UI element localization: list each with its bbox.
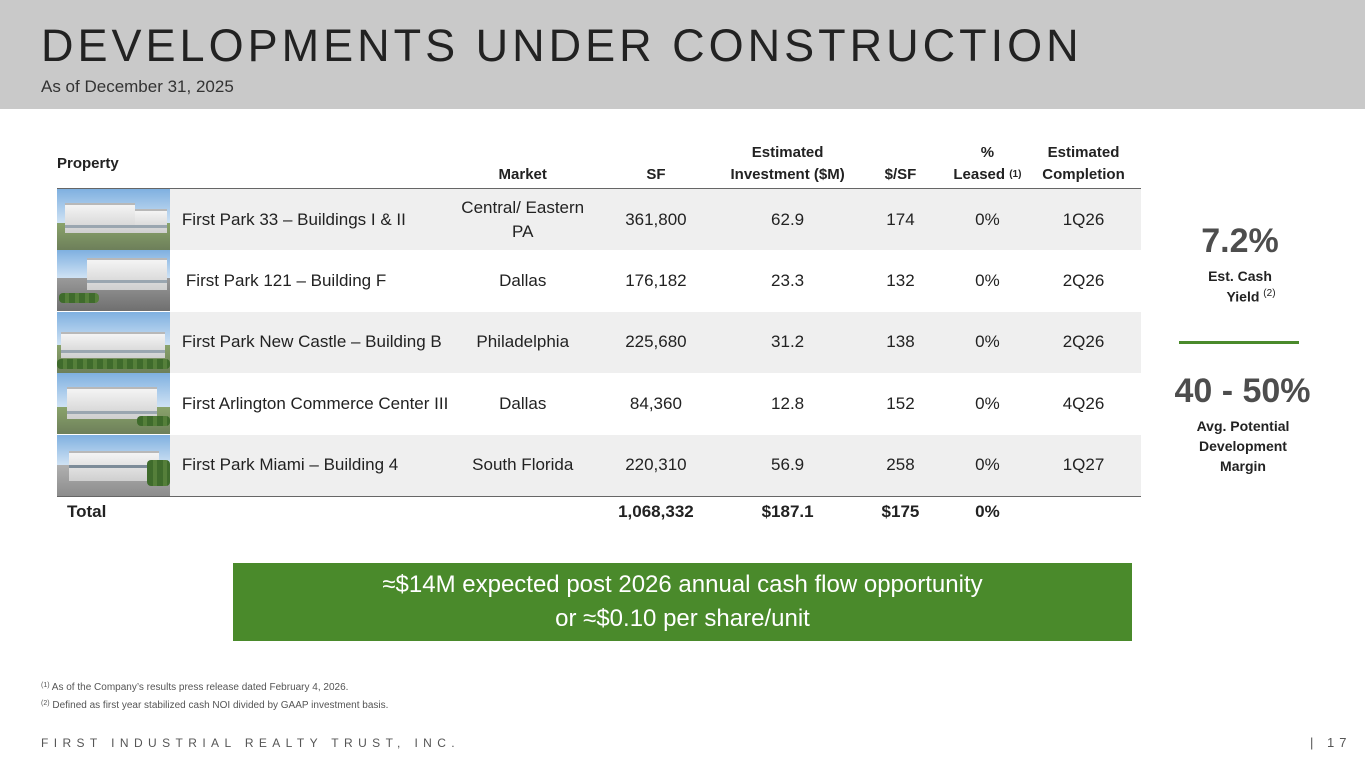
total-investment: $187.1 [723, 496, 853, 528]
per-sf-cell: 138 [852, 311, 949, 373]
page-number: | 17 [1310, 735, 1352, 750]
header-market: Market [456, 142, 589, 189]
completion-cell: 1Q26 [1026, 188, 1141, 250]
total-completion [1026, 496, 1141, 528]
total-row: Total 1,068,332 $187.1 $175 0% [57, 496, 1141, 528]
margin-label-line3: Margin [1220, 458, 1266, 474]
header-leased: % Leased (1) [948, 142, 1027, 189]
property-photo [57, 311, 172, 373]
header-investment: Estimated Investment ($M) [723, 142, 853, 189]
margin-label-line1: Avg. Potential [1196, 418, 1290, 434]
leased-cell: 0% [975, 393, 1000, 413]
page-subtitle: As of December 31, 2025 [41, 77, 234, 96]
investment-cell: 31.2 [723, 311, 853, 373]
table-row: First Park New Castle – Building B Phila… [57, 311, 1141, 373]
completion-cell: 2Q26 [1026, 311, 1141, 373]
market-cell: Dallas [499, 270, 547, 290]
leased-cell: 0% [975, 270, 1000, 290]
property-photo [57, 250, 172, 312]
investment-cell: 23.3 [771, 270, 805, 290]
leased-cell: 0% [948, 188, 1027, 250]
investment-cell: 12.8 [771, 393, 805, 413]
margin-value: 40 - 50% [1174, 372, 1311, 410]
property-name: First Park 33 – Buildings I & II [171, 188, 457, 250]
table-row: First Arlington Commerce Center III Dall… [57, 373, 1141, 435]
table-row: First Park 33 – Buildings I & II Central… [57, 188, 1141, 250]
yield-value: 7.2% [1201, 222, 1279, 260]
sf-cell: 361,800 [588, 188, 724, 250]
metric-divider [1179, 341, 1299, 344]
header-leased-line1: % [980, 144, 995, 161]
title-bar: DEVELOPMENTS UNDER CONSTRUCTION As of De… [0, 0, 1365, 109]
footnote-2-text: Defined as first year stabilized cash NO… [52, 700, 389, 711]
page-title: DEVELOPMENTS UNDER CONSTRUCTION [41, 20, 1083, 71]
header-completion-line2: Completion [1042, 166, 1125, 183]
table-row: First Park Miami – Building 4 South Flor… [57, 434, 1141, 497]
per-sf-cell: 152 [886, 393, 915, 413]
footnote-2-marker: (2) [41, 700, 50, 707]
cash-flow-banner: ≈$14M expected post 2026 annual cash flo… [233, 563, 1132, 641]
header-investment-line2: Investment ($M) [730, 166, 845, 183]
banner-line1: ≈$14M expected post 2026 annual cash flo… [382, 571, 983, 598]
market-cell: Philadelphia [456, 311, 589, 373]
footnote-2: (2) Defined as first year stabilized cas… [41, 696, 388, 714]
table-header-row: Property Market SF Estimated Investment … [57, 142, 1141, 189]
yield-footnote: (2) [1263, 288, 1276, 299]
leased-cell: 0% [948, 434, 1027, 497]
completion-cell: 1Q27 [1026, 434, 1141, 497]
yield-label: Est. Cash Yield (2) [1180, 268, 1300, 306]
investment-cell: 56.9 [723, 434, 853, 497]
footnotes: (1) As of the Company’s results press re… [41, 678, 388, 714]
market-cell: South Florida [456, 434, 589, 497]
market-cell: Central/ Eastern PA [456, 188, 589, 250]
header-leased-footnote: (1) [1009, 169, 1022, 180]
per-sf-cell: 258 [852, 434, 949, 497]
yield-label-line1: Est. Cash [1208, 268, 1272, 284]
sf-cell: 225,680 [588, 311, 724, 373]
table-row: First Park 121 – Building F Dallas 176,1… [57, 250, 1141, 312]
sf-cell: 84,360 [629, 393, 682, 413]
completion-cell: 4Q26 [1062, 393, 1105, 413]
footnote-1-text: As of the Company’s results press releas… [51, 682, 349, 693]
sf-cell: 220,310 [588, 434, 724, 497]
banner-line2: or ≈$0.10 per share/unit [555, 605, 810, 632]
property-name: First Arlington Commerce Center III [181, 393, 449, 413]
property-photo [57, 188, 172, 250]
footnote-1: (1) As of the Company’s results press re… [41, 678, 388, 696]
per-sf-cell: 132 [886, 270, 915, 290]
sf-cell: 176,182 [625, 270, 687, 290]
header-investment-line1: Estimated [751, 144, 824, 161]
developments-table: Property Market SF Estimated Investment … [57, 142, 1141, 528]
yield-label-line2: Yield [1226, 288, 1260, 305]
header-completion-line1: Estimated [1047, 144, 1120, 161]
property-photo [57, 434, 172, 497]
header-completion: Estimated Completion [1026, 142, 1141, 189]
company-footer: FIRST INDUSTRIAL REALTY TRUST, INC. [41, 736, 461, 750]
total-sf: 1,068,332 [588, 496, 724, 528]
total-per-sf: $175 [852, 496, 949, 528]
leased-cell: 0% [948, 311, 1027, 373]
property-name: First Park New Castle – Building B [171, 311, 457, 373]
total-label: Total [57, 496, 589, 528]
header-per-sf: $/SF [852, 142, 949, 189]
header-property: Property [57, 142, 457, 189]
header-sf: SF [588, 142, 724, 189]
footnote-1-marker: (1) [41, 682, 50, 689]
investment-cell: 62.9 [723, 188, 853, 250]
per-sf-cell: 174 [852, 188, 949, 250]
total-leased: 0% [948, 496, 1027, 528]
margin-label: Avg. Potential Development Margin [1180, 416, 1306, 476]
property-name: First Park 121 – Building F [185, 270, 387, 290]
header-leased-line2: Leased [953, 166, 1006, 183]
margin-label-line2: Development [1199, 438, 1287, 454]
property-name: First Park Miami – Building 4 [171, 434, 457, 497]
market-cell: Dallas [499, 393, 547, 413]
property-photo [57, 373, 172, 435]
completion-cell: 2Q26 [1062, 270, 1105, 290]
